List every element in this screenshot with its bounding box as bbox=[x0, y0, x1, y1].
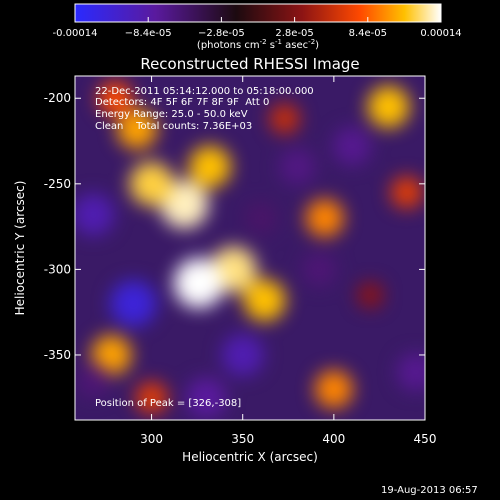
heatmap-blob bbox=[76, 363, 111, 398]
x-axis-label: Heliocentric X (arcsec) bbox=[182, 450, 318, 464]
peak-position-text: Position of Peak = [326,-308] bbox=[95, 398, 242, 409]
x-tick-label: 400 bbox=[322, 432, 345, 446]
colorbar-tick-label: -0.00014 bbox=[53, 28, 98, 39]
x-tick-label: 450 bbox=[414, 432, 437, 446]
colorbar-ticks: -0.00014 −8.4e-05 −2.8e-05 2.8e-05 8.4e-05 0.… bbox=[53, 17, 462, 39]
chart-title: Reconstructed RHESSI Image bbox=[140, 55, 359, 73]
heatmap-blob bbox=[367, 85, 410, 128]
y-axis-label: Heliocentric Y (arcsec) bbox=[13, 181, 27, 316]
heatmap-blob bbox=[243, 279, 286, 322]
energy-range-text: Energy Range: 25.0 - 50.0 keV bbox=[95, 109, 248, 120]
colorbar-tick-label: 8.4e-05 bbox=[349, 28, 387, 39]
heatmap-blob bbox=[305, 199, 344, 238]
heatmap-blob bbox=[314, 370, 353, 409]
heatmap-blob bbox=[357, 282, 384, 309]
heatmap-blob bbox=[244, 202, 277, 235]
heatmap-blob bbox=[333, 127, 372, 166]
heatmap-blob bbox=[91, 334, 132, 375]
y-tick-label: -350 bbox=[44, 348, 71, 362]
x-tick-label: 300 bbox=[140, 432, 163, 446]
heatmap-blob bbox=[129, 161, 174, 206]
colorbar-tick-label: −8.4e-05 bbox=[125, 28, 172, 39]
heatmap-blob bbox=[221, 333, 264, 376]
heatmap-blob bbox=[116, 109, 157, 150]
colorbar-tick-label: 0.00014 bbox=[420, 28, 461, 39]
heatmap-image bbox=[75, 76, 425, 420]
heatmap-blob bbox=[98, 81, 133, 116]
y-tick-label: -250 bbox=[44, 177, 71, 191]
time-range-text: 22-Dec-2011 05:14:12.000 to 05:18:00.000 bbox=[95, 86, 314, 97]
plot-frame bbox=[74, 75, 426, 421]
colorbar-tick-label: −2.8e-05 bbox=[198, 28, 245, 39]
heatmap-blob bbox=[186, 377, 227, 418]
y-tick-label: -300 bbox=[44, 262, 71, 276]
colorbar bbox=[74, 3, 442, 23]
heatmap-blob bbox=[188, 145, 231, 188]
colorbar-tick-label: 2.8e-05 bbox=[275, 28, 313, 39]
heatmap-blob bbox=[110, 280, 157, 327]
y-tick-label: -200 bbox=[44, 91, 71, 105]
heatmap-blob bbox=[75, 193, 115, 236]
heatmap-blob bbox=[269, 103, 300, 134]
heatmap-blob bbox=[135, 381, 168, 414]
clean-counts-text: Clean Total counts: 7.36E+03 bbox=[95, 121, 253, 132]
heatmap-blob bbox=[160, 180, 209, 229]
heatmap-blob bbox=[396, 353, 425, 392]
x-tick-label: 350 bbox=[231, 432, 254, 446]
colorbar-unit-label: (photons cm-2 s-1 asec-2) bbox=[197, 38, 319, 51]
heatmap-blob bbox=[390, 176, 423, 209]
heatmap-blob bbox=[302, 252, 337, 287]
axis-ticks: 300 350 400 450 -200 -250 -300 -350 bbox=[44, 76, 437, 446]
detectors-text: Detectors: 4F 5F 6F 7F 8F 9F Att 0 bbox=[95, 97, 270, 108]
heatmap-blob bbox=[173, 258, 224, 309]
heatmap-blob bbox=[279, 148, 316, 185]
footer-timestamp: 19-Aug-2013 06:57 bbox=[381, 485, 478, 496]
